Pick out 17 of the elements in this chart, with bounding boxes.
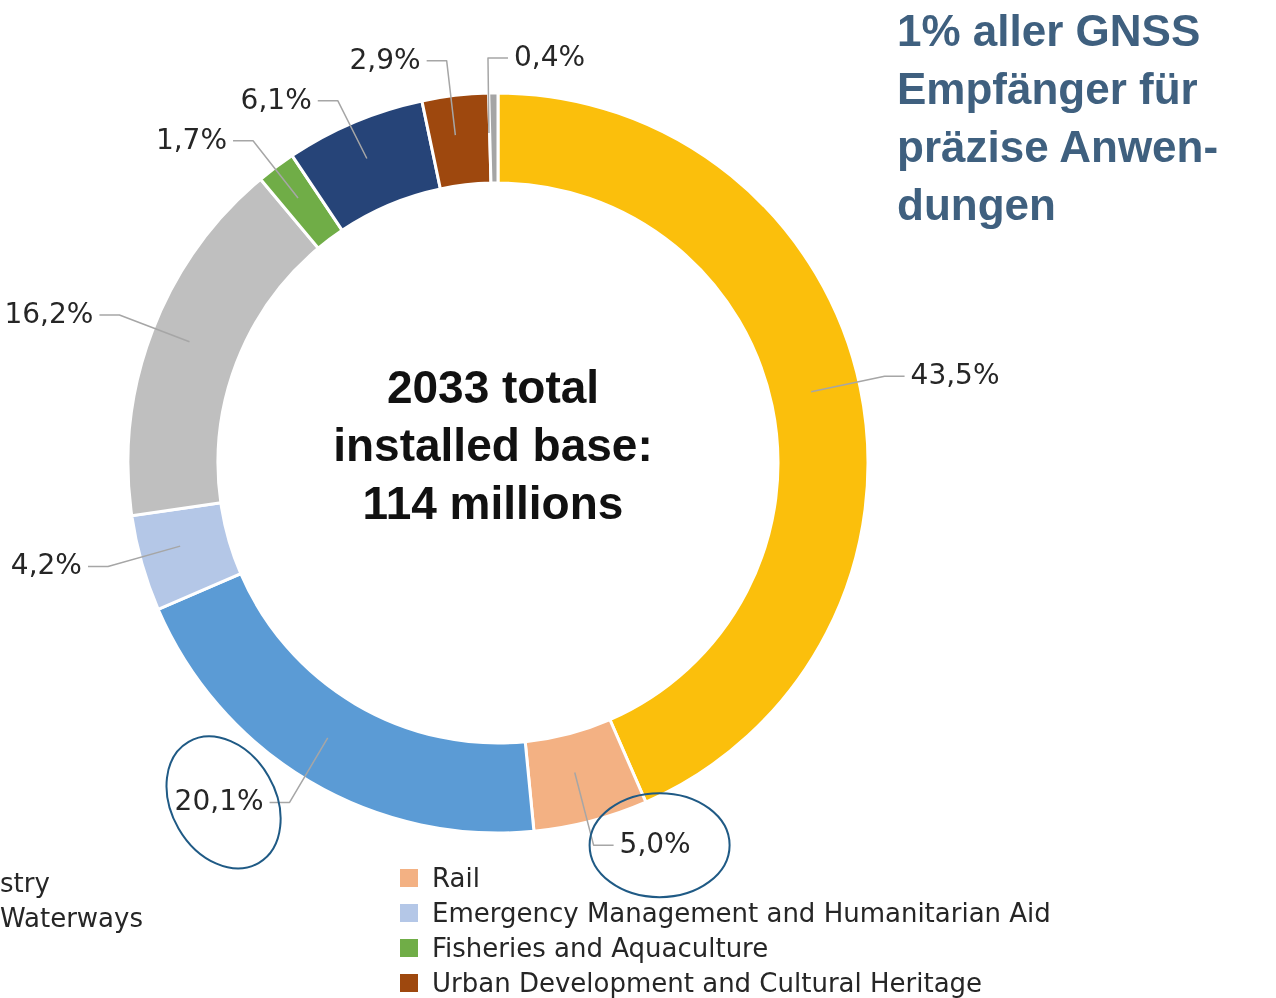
data-label: 2,9% [349,42,421,76]
data-label: 0,4% [513,40,586,74]
legend-label: Urban Development and Cultural Heritage [432,967,983,998]
legend-label: Rail [432,862,480,893]
data-label: 5,0% [619,827,691,861]
text: 2033 total installed base: 114 millions [332,360,654,531]
text: Waterways [0,903,143,933]
legend-label: Fisheries and Aquaculture [432,932,769,963]
text: 1% aller GNSS Empfänger für präzise Anwen-dungen [897,5,1220,231]
data-label: 20,1% [174,784,264,818]
legend-label: Emergency Management and Humanitarian Aid [432,897,1051,928]
data-label: 1,7% [155,122,228,156]
data-label: 16,2% [4,296,94,330]
data-label: 43,5% [910,358,1000,392]
data-label: 4,2% [10,548,82,582]
text: stry [0,868,50,898]
data-label: 6,1% [240,82,312,116]
